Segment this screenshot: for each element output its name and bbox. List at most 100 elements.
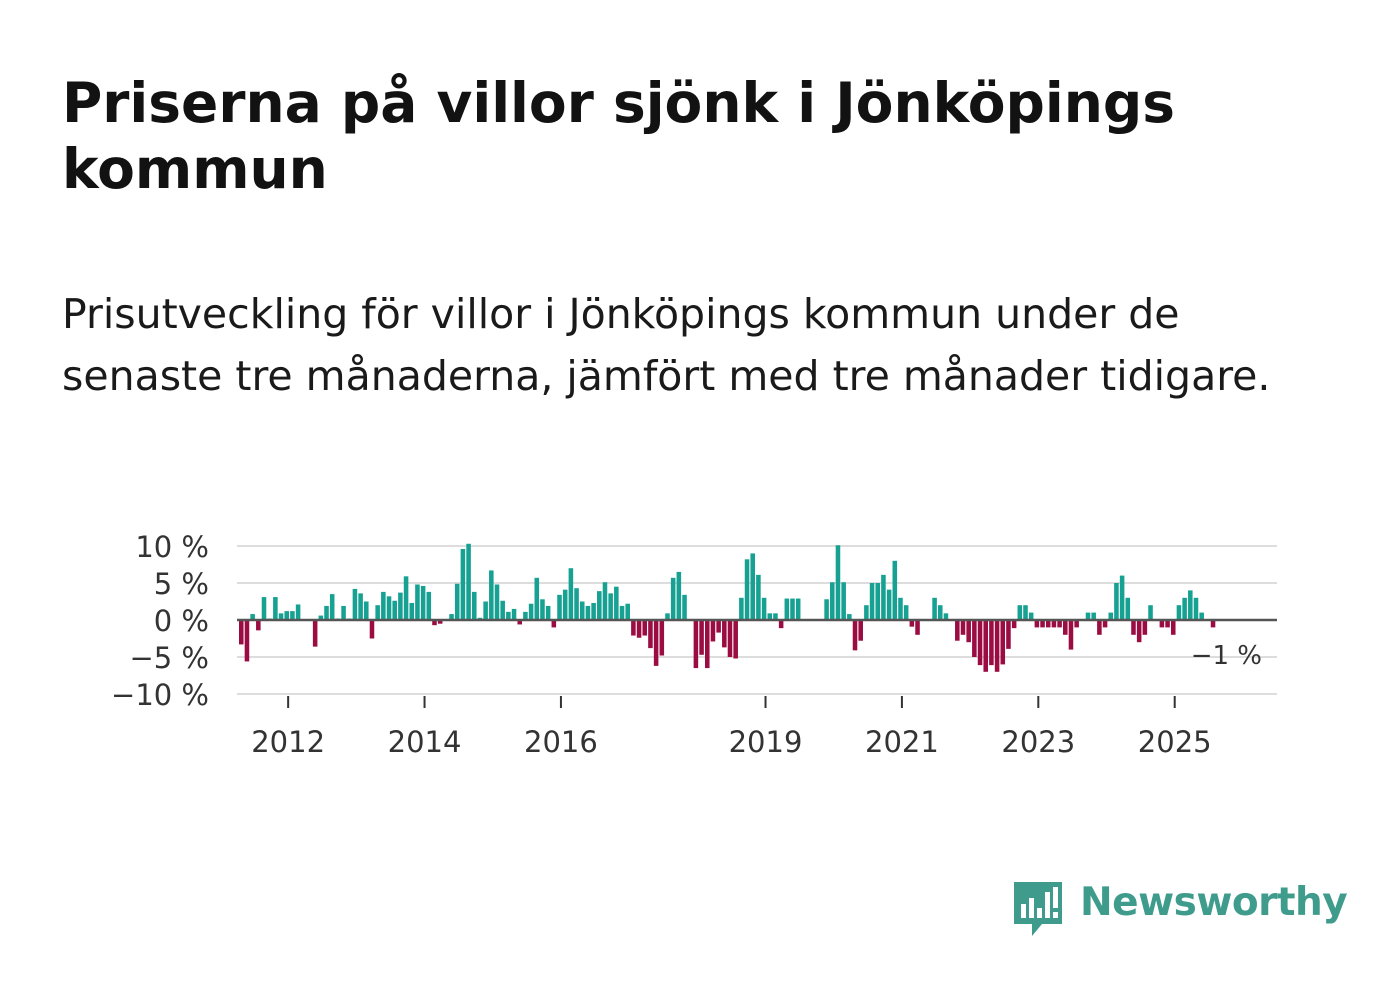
bar: [739, 597, 744, 620]
bar: [943, 613, 949, 620]
bar: [1034, 620, 1040, 628]
bar: [1148, 605, 1153, 620]
bar: [500, 600, 505, 620]
bar: [1074, 620, 1079, 628]
bar: [1068, 620, 1074, 650]
x-axis: 2012 2014 2016 2019 2021 2023 2025: [251, 696, 1212, 759]
bar: [733, 620, 738, 659]
bar: [1023, 605, 1028, 620]
bar: [989, 620, 994, 666]
bar: [358, 593, 363, 620]
bar: [318, 615, 324, 620]
bar: [568, 568, 574, 620]
bar: [608, 593, 613, 620]
bar: [426, 591, 432, 620]
bar: [381, 591, 386, 620]
bar: [471, 591, 477, 620]
newsworthy-logo-text: Newsworthy: [1080, 880, 1348, 925]
bar: [898, 597, 903, 620]
bar: [545, 605, 551, 620]
bar: [602, 582, 608, 620]
bar: [778, 620, 784, 629]
bar: [875, 583, 881, 620]
bar: [1125, 597, 1131, 620]
bar: [352, 588, 358, 620]
bar: [585, 605, 591, 620]
bar: [1108, 612, 1114, 620]
bar: [489, 570, 494, 620]
latest-value-label: −1 %: [1191, 641, 1262, 671]
bar: [784, 598, 790, 620]
bar: [324, 605, 329, 620]
bar: [670, 577, 676, 620]
bar: [676, 571, 682, 620]
bar: [466, 543, 471, 620]
bar: [1131, 620, 1136, 635]
bar: [460, 548, 466, 620]
bar: [648, 620, 653, 649]
bar: [653, 620, 659, 666]
bar: [420, 585, 426, 620]
bar: [1193, 597, 1199, 620]
bar: [415, 584, 420, 620]
bar: [392, 600, 397, 620]
bar: [244, 620, 250, 662]
bar: [557, 594, 562, 620]
bar: [449, 614, 454, 620]
bar: [625, 603, 630, 620]
bar: [722, 620, 727, 648]
y-tick-label: −5 %: [129, 641, 209, 675]
bar: [256, 620, 261, 631]
bar: [1210, 620, 1216, 628]
bar: [682, 594, 687, 620]
bar: [727, 620, 733, 657]
newsworthy-logo[interactable]: Newsworthy: [1012, 878, 1348, 940]
bar: [886, 589, 892, 620]
bar: [937, 605, 943, 620]
bar: [710, 620, 716, 642]
bar: [284, 611, 290, 620]
x-tick-label: 2025: [1138, 725, 1212, 759]
bar: [795, 598, 801, 620]
bar: [892, 560, 898, 620]
bar: [432, 620, 437, 626]
bar: [881, 574, 886, 620]
bar: [1040, 620, 1045, 628]
bar: [699, 620, 704, 655]
bar: [523, 611, 528, 620]
bar: [483, 601, 488, 620]
bar: [1136, 620, 1142, 643]
bar: [528, 603, 534, 620]
bar: [932, 597, 937, 620]
bar: [1085, 612, 1091, 620]
bar: [506, 611, 511, 620]
bar: [312, 620, 318, 647]
bar: [915, 620, 920, 635]
bar: [369, 620, 375, 639]
bar: [1057, 620, 1062, 628]
x-tick-label: 2021: [865, 725, 939, 759]
bar: [994, 620, 1000, 672]
bar: [1097, 620, 1102, 635]
bar: [454, 583, 460, 620]
bar: [437, 620, 443, 624]
bar: [597, 591, 602, 620]
bar: [1011, 620, 1017, 629]
bar: [983, 620, 988, 672]
bar: [273, 597, 278, 620]
bar: [960, 620, 966, 635]
bar: [636, 620, 642, 638]
bar: [631, 620, 636, 636]
bar: [1182, 597, 1187, 620]
bar: [540, 599, 545, 620]
bar: [756, 574, 761, 620]
bar: [1114, 583, 1119, 620]
bar: [1102, 620, 1108, 628]
bar: [790, 598, 795, 620]
bar: [398, 592, 403, 620]
y-tick-label: 5 %: [154, 567, 209, 601]
bar: [551, 620, 557, 628]
bar: [972, 620, 977, 657]
bar: [278, 613, 284, 620]
bar: [341, 605, 346, 620]
